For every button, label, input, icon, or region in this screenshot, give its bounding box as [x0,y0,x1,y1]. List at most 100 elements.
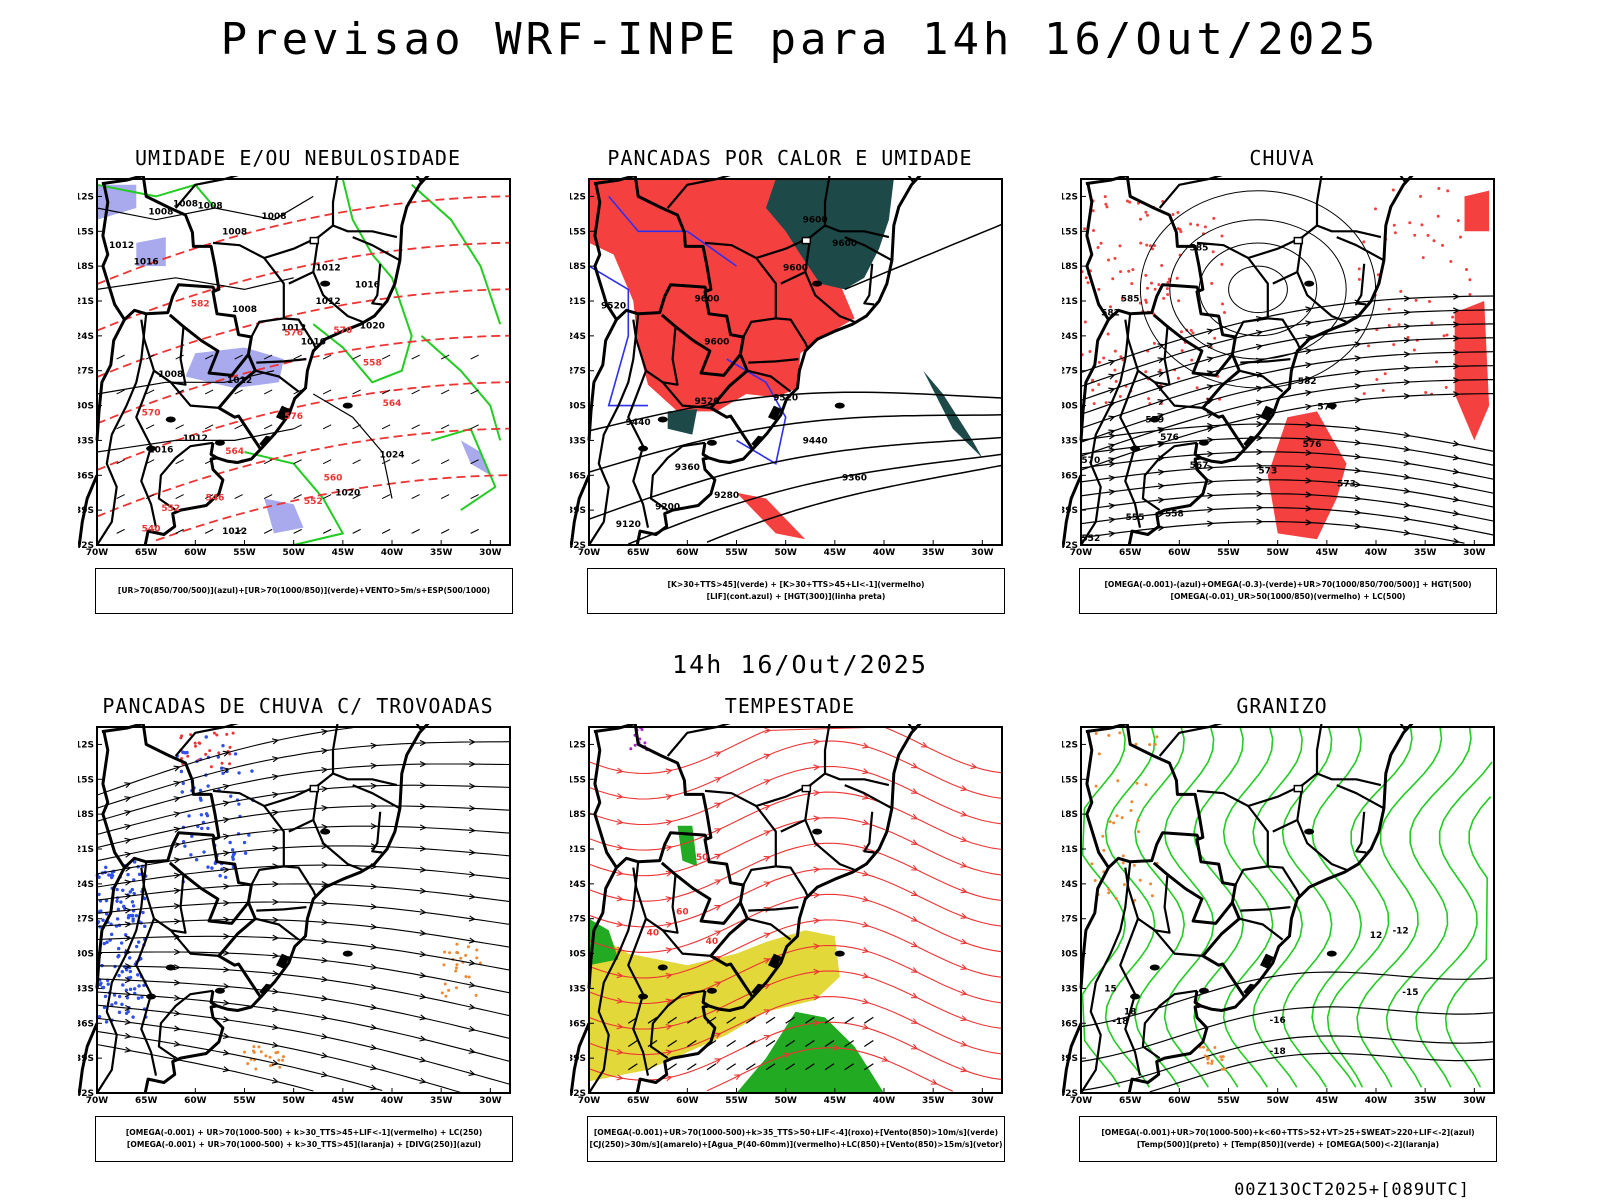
cell [1466,342,1470,346]
streamline [96,864,511,888]
stream-arrow [714,930,722,937]
lat-tick-label: 36S [570,1019,586,1029]
wind-arrow [864,1040,874,1048]
wind-arrow [322,494,332,499]
cell [215,733,219,737]
cell [219,766,224,770]
lat-tick-label: 42S [570,541,586,551]
cell [1114,897,1118,901]
cell [129,913,134,918]
lake [165,416,176,423]
stream-arrow [960,1015,968,1022]
stream-arrow [370,943,378,950]
stream-arrow [1206,356,1215,363]
streamline [588,970,1003,1030]
cell [1176,210,1180,214]
wind850-green-area-group [589,825,884,1093]
wind850-green-area [589,918,619,966]
stream-arrow [1255,329,1264,337]
stream-arrow [271,1077,280,1084]
lat-tick-label: 18S [78,810,94,820]
cell [237,771,241,775]
contour-label: 1016 [148,446,173,456]
cell [1213,336,1217,340]
lat-tick-label: 39S [1062,506,1078,516]
state-border [288,784,320,833]
stream-arrow [1108,447,1116,454]
wind-arrow [785,1016,795,1024]
stream-arrow [960,1066,968,1073]
cell [220,761,224,765]
federal-district [1293,236,1304,245]
stream-arrow [419,739,427,747]
lagoon [751,983,764,996]
country-border [78,1022,99,1094]
cell [99,909,103,913]
stream-arrow [616,920,624,928]
cell [1157,283,1161,287]
stream-arrow [419,929,427,937]
cell [1116,779,1120,783]
cell [105,940,109,944]
cell [1430,321,1434,325]
state-border [1239,917,1284,941]
stream-arrow [223,983,231,990]
streamline [1080,451,1495,480]
state-border [283,865,317,896]
cell [456,951,460,955]
cell [1111,277,1115,281]
cell [1424,391,1428,395]
cell [1211,250,1215,254]
cell [1220,262,1224,266]
wind-arrow [726,1040,736,1048]
cell [1158,368,1162,372]
cell [1093,878,1097,882]
stream-arrow [813,815,821,822]
streamline [96,918,511,948]
cell [443,950,447,954]
cell [1392,343,1396,347]
scatter-cells [243,1045,285,1071]
cell [640,727,644,731]
lat-tick-label: 36S [1062,471,1078,481]
stream-arrow [124,823,132,830]
stream-arrow [173,979,181,986]
lat-tick-label: 33S [570,984,586,994]
wind-arrow [726,1063,736,1071]
state-border [780,236,812,285]
lon-tick-label: 55W [1217,1096,1240,1106]
instability-red-area [736,492,806,540]
wind-arrow [687,1016,697,1024]
state-border [748,906,799,912]
stream-arrow [222,783,230,790]
lake [834,950,845,957]
cell [1387,307,1391,311]
stream-arrow [223,900,231,907]
state-border [170,874,187,934]
cell [1121,861,1125,865]
cell [1460,344,1464,348]
stream-arrow [763,958,771,964]
stream-arrow [272,827,280,834]
stream-arrow [1256,476,1264,483]
state-borders [78,724,430,1094]
cell [1099,241,1103,245]
wind-arrow [116,528,125,534]
wind-arrow [687,1040,697,1048]
contour-label: 9120 [616,520,641,530]
stream-arrow [1403,487,1411,494]
contour-label: 560 [324,474,343,484]
map-tempestade: 40 40 50 60 12S 15S 18S 21S 24S 27S 30S 33S 36S 39S 42… [570,724,1003,1106]
state-border [804,819,855,871]
coastline [1127,176,1414,546]
stream-arrow [714,981,722,988]
streamline [588,817,1003,877]
cell [1092,402,1096,406]
lat-tick-label: 42S [1062,541,1078,551]
contour-label: 1008 [173,199,198,209]
wind-arrow [844,1016,854,1024]
stream-arrow [222,833,231,840]
country-border [1085,731,1201,870]
cell [1153,244,1157,248]
cell [1153,742,1157,746]
